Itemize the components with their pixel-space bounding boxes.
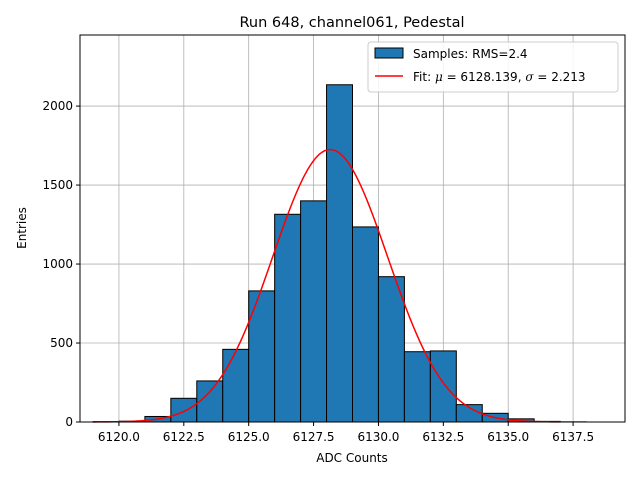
histogram-bar [429,350,457,423]
legend-histogram-label: Samples: RMS=2.4 [413,47,528,61]
histogram-bar [196,380,224,423]
legend-fit-label: Fit: μ = 6128.139, σ = 2.213 [413,70,586,84]
histogram-bar [403,351,431,423]
legend-histogram-swatch [374,47,404,59]
y-axis-ticks: 0 500 1000 1500 2000 [42,99,80,429]
legend-fit-prefix: Fit: [413,70,435,84]
x-tick-label: 6125.0 [228,430,270,444]
fit-curve [92,148,561,423]
histogram-bar [222,348,250,423]
histogram-bar [352,226,379,423]
x-tick-label: 6132.5 [422,430,464,444]
histogram-bar [170,397,198,423]
legend-box [367,41,619,93]
y-tick-label: 1000 [42,257,73,271]
chart-title: Run 648, channel061, Pedestal [239,15,464,31]
legend-fit-sigma-value: = 2.213 [534,70,586,84]
y-tick-label: 2000 [42,99,73,113]
y-axis-label: Entries [15,207,29,249]
x-axis-ticks: 6120.0 6122.5 6125.0 6127.5 6130.0 6132.5 6135… [98,422,594,444]
histogram-bar [274,213,302,423]
legend-fit-mu-value: = 6128.139, [443,70,526,84]
histogram-bars [92,84,587,423]
y-tick-label: 1500 [42,178,73,192]
legend-fit-sigma-symbol: σ [525,70,534,84]
plot-frame [79,34,626,423]
histogram-bar [300,200,328,423]
histogram-bar [326,84,353,423]
y-tick-label: 0 [65,415,73,429]
legend-fit-mu-symbol: μ [435,70,443,84]
x-tick-label: 6120.0 [98,430,140,444]
legend: Samples: RMS=2.4 Fit: μ = 6128.139, σ = … [367,41,619,93]
x-tick-label: 6135.0 [487,430,529,444]
x-tick-label: 6122.5 [163,430,205,444]
y-tick-label: 500 [50,336,73,350]
x-axis-label: ADC Counts [316,451,388,465]
x-tick-label: 6130.0 [357,430,399,444]
x-tick-label: 6137.5 [552,430,594,444]
x-tick-label: 6127.5 [293,430,335,444]
histogram-bar [377,276,405,423]
